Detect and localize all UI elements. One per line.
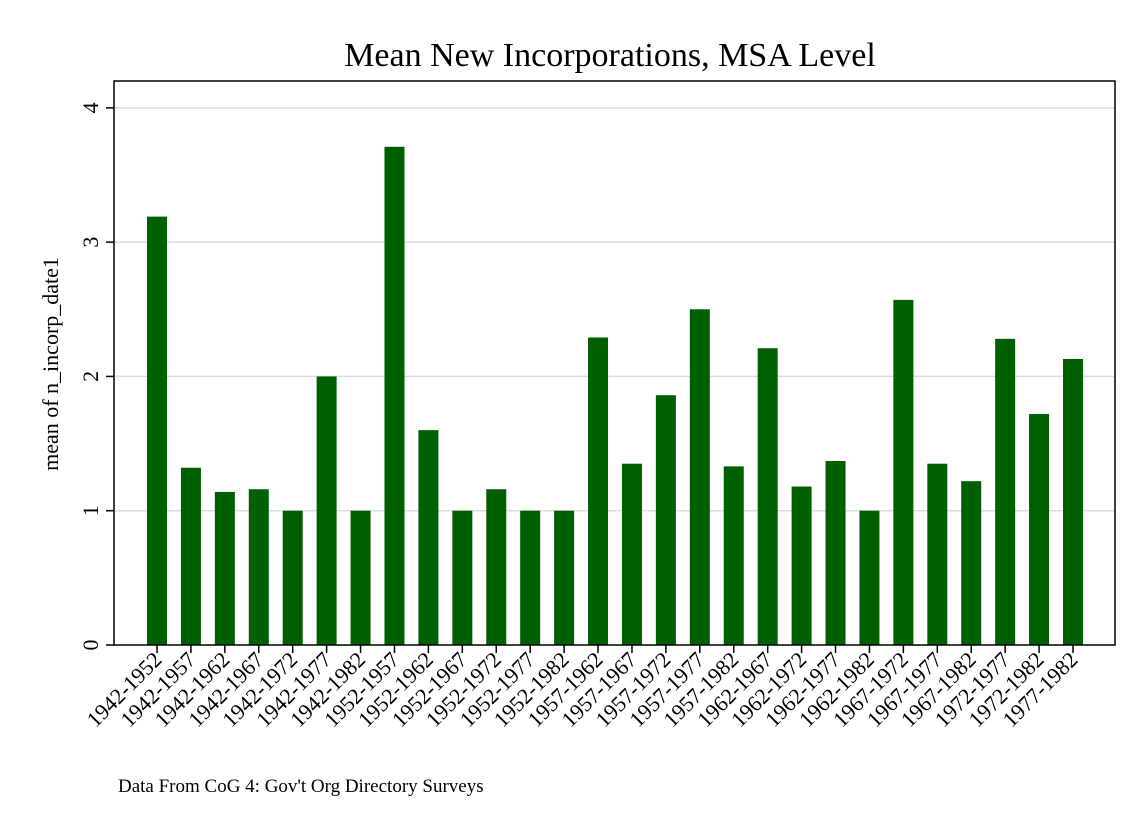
bar-1957-1972: [655, 395, 676, 645]
bar-1952-1967: [452, 510, 473, 645]
bar-1952-1962: [418, 430, 439, 645]
bar-1942-1957: [180, 467, 201, 645]
plot-frame: [113, 80, 1116, 646]
bar-1957-1977: [689, 309, 710, 645]
bar-1952-1982: [554, 510, 575, 645]
y-tick-label: 3: [78, 237, 103, 248]
bar-1957-1967: [621, 463, 642, 645]
bar-1952-1957: [384, 146, 405, 646]
bar-1962-1967: [757, 348, 778, 645]
bar-1967-1972: [893, 299, 914, 645]
bar-1972-1982: [1029, 414, 1050, 645]
bar-1977-1982: [1063, 358, 1083, 645]
bars: [147, 146, 1083, 646]
y-axis-label: mean of n_incorp_date1: [38, 257, 63, 471]
bar-1967-1982: [961, 481, 982, 645]
bar-1952-1977: [520, 510, 541, 645]
y-tick-label: 0: [78, 640, 103, 651]
bar-1942-1972: [282, 510, 303, 645]
bar-1942-1952: [147, 216, 167, 645]
bar-1942-1967: [248, 489, 269, 645]
bar-1942-1982: [350, 510, 371, 645]
y-tick-label: 4: [78, 102, 103, 113]
bar-1942-1977: [316, 376, 337, 645]
bar-1957-1962: [588, 337, 609, 645]
bar-1942-1962: [214, 491, 235, 645]
y-tick-label: 2: [78, 371, 103, 382]
x-axis-ticks: 1942-19521942-19571942-19621942-19671942…: [81, 645, 1083, 732]
chart-title: Mean New Incorporations, MSA Level: [344, 37, 876, 74]
source-note: Data From CoG 4: Gov't Org Directory Sur…: [118, 776, 484, 797]
y-tick-label: 1: [78, 505, 103, 516]
bar-1952-1972: [486, 489, 507, 645]
bar-1962-1972: [791, 486, 812, 645]
bar-1962-1982: [859, 510, 880, 645]
y-axis-ticks: 0 1 2 3 4: [78, 102, 114, 651]
bar-1957-1982: [723, 466, 744, 645]
bar-1972-1977: [995, 338, 1016, 645]
bar-1967-1977: [927, 463, 948, 645]
gridlines: [114, 107, 1115, 512]
bar-1962-1977: [825, 461, 846, 645]
